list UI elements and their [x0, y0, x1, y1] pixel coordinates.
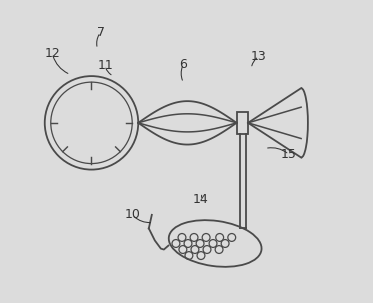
Text: 12: 12: [44, 47, 60, 60]
Text: 15: 15: [281, 148, 297, 161]
Text: 11: 11: [97, 59, 113, 72]
Bar: [236, 112, 248, 134]
Text: 13: 13: [251, 50, 267, 63]
Text: 6: 6: [179, 58, 187, 71]
Text: 14: 14: [192, 193, 208, 206]
Text: 10: 10: [124, 208, 140, 221]
Text: 7: 7: [97, 26, 104, 39]
